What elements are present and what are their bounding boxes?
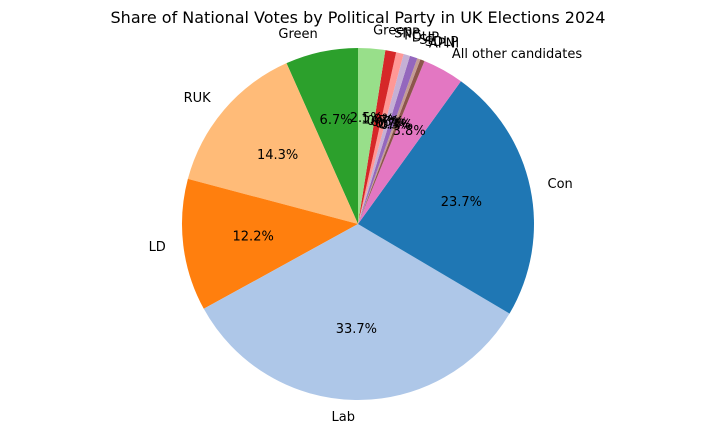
percent-label-pc-10: 0.7%: [367, 114, 400, 129]
slice-label-sdlp-7: SDLP: [425, 35, 459, 50]
pie-slice-apni-6: [358, 59, 425, 225]
percent-label-dup-9: 0.6%: [371, 115, 404, 130]
pie-slice-ld-2: [182, 178, 358, 309]
slice-label-dup-9: DUP: [412, 30, 440, 45]
pie-slice-sdlp-7: [358, 58, 421, 225]
percent-label-apni-6: 0.4%: [380, 118, 413, 133]
slice-label-con-4: Con: [548, 177, 573, 192]
percent-label-all-other-candidates-5: 3.8%: [393, 124, 426, 139]
percent-label-green-0: 6.7%: [320, 113, 353, 128]
slice-label-all-other-candidates-5: All other candidates: [452, 47, 583, 62]
slice-label-sf-8: SF: [419, 33, 435, 48]
pie-percent-labels: 6.7% 14.3% 12.2% 33.7% 23.7% 3.8%0.4%0.3%0.7%…: [233, 111, 482, 337]
percent-label-green-12: 2.5%: [350, 111, 383, 126]
pie-slice-dup-9: [358, 54, 410, 225]
pie-slices: [182, 48, 534, 400]
pie-slice-sf-8: [358, 55, 418, 225]
percent-label-snp-11: 1.0%: [361, 113, 394, 128]
pie-slice-all-other-candidates-5: [358, 61, 461, 224]
pie-slice-snp-11: [358, 50, 397, 224]
chart-title: Share of National Votes by Political Par…: [111, 8, 606, 27]
slice-label-lab-3: Lab: [332, 410, 355, 425]
slice-label-pc-10: PC: [404, 28, 421, 43]
pie-slice-green-0: [286, 48, 358, 224]
slice-label-snp-11: SNP: [394, 26, 420, 41]
percent-label-sf-8: 0.7%: [375, 116, 408, 131]
pie-slice-lab-3: [203, 224, 510, 400]
slice-label-apni-6: APNI: [429, 36, 459, 51]
percent-label-ld-2: 12.2%: [233, 229, 274, 244]
pie-slice-green-12: [358, 48, 386, 224]
percent-label-lab-3: 33.7%: [336, 322, 377, 337]
pie-slice-con-4: [358, 81, 534, 314]
percent-label-ruk-1: 14.3%: [257, 148, 298, 163]
percent-label-sdlp-7: 0.3%: [378, 117, 411, 132]
pie-slice-ruk-1: [187, 63, 358, 225]
pie-slice-pc-10: [358, 52, 404, 224]
slice-label-ruk-1: RUK: [184, 91, 212, 106]
percent-label-con-4: 23.7%: [441, 195, 482, 210]
slice-label-green-12: Green: [373, 23, 412, 38]
slice-label-green-0: Green: [278, 27, 317, 42]
slice-label-ld-2: LD: [149, 240, 166, 255]
pie-slice-labels: Green RUK LD Lab Con All other candidatesAPNI…: [149, 23, 583, 425]
